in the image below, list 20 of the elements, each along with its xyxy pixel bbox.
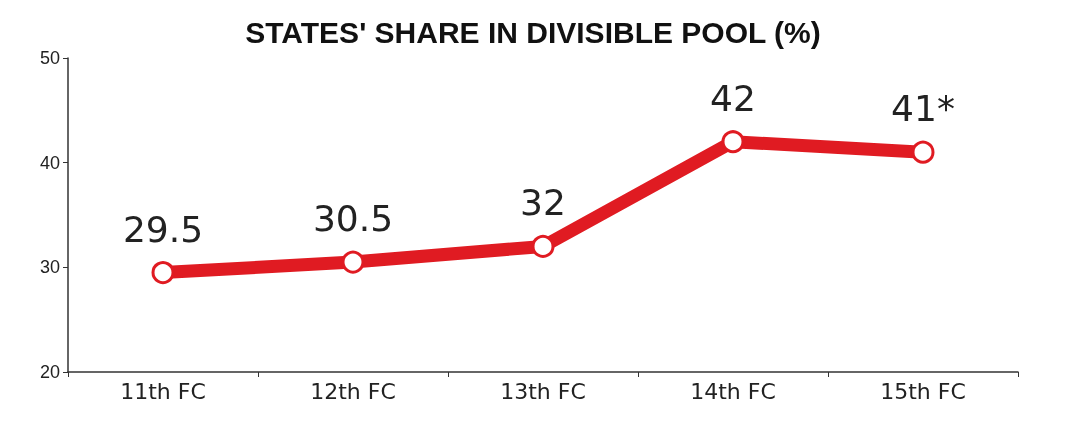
data-label: 29.5 (122, 208, 204, 250)
y-tick-label: 40 (39, 152, 60, 173)
y-tick-label: 20 (39, 362, 60, 382)
point (341, 250, 365, 274)
x-tick-label: 13th FC (500, 378, 586, 404)
data-label: 30.5 (312, 198, 394, 240)
point (151, 261, 175, 285)
data-label: 42 (710, 77, 756, 119)
y-tick-label: 30 (39, 257, 60, 278)
point (721, 130, 745, 154)
y-tick-label: 50 (39, 48, 60, 68)
point (531, 234, 555, 258)
chart-title: STATES' SHARE IN DIVISIBLE POOL (%) (245, 15, 821, 49)
x-tick-label: 15th FC (880, 378, 966, 404)
x-tick-label: 11th FC (120, 378, 206, 404)
x-tick-label: 14th FC (690, 378, 776, 404)
data-label: 32 (520, 182, 566, 224)
point (911, 140, 935, 164)
x-tick-label: 12th FC (310, 378, 396, 404)
data-label: 41* (891, 88, 955, 130)
